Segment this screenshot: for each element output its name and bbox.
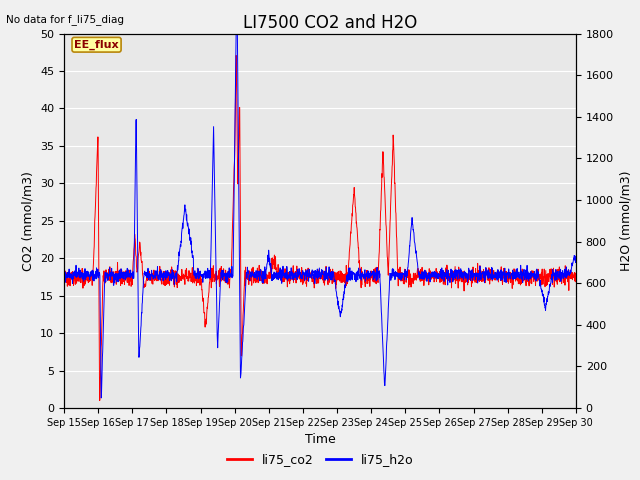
Title: LI7500 CO2 and H2O: LI7500 CO2 and H2O [243,14,417,32]
Y-axis label: CO2 (mmol/m3): CO2 (mmol/m3) [22,171,35,271]
Legend: li75_co2, li75_h2o: li75_co2, li75_h2o [221,448,419,471]
Y-axis label: H2O (mmol/m3): H2O (mmol/m3) [620,170,632,271]
X-axis label: Time: Time [305,433,335,446]
Text: No data for f_li75_diag: No data for f_li75_diag [6,14,124,25]
Text: EE_flux: EE_flux [74,39,119,50]
